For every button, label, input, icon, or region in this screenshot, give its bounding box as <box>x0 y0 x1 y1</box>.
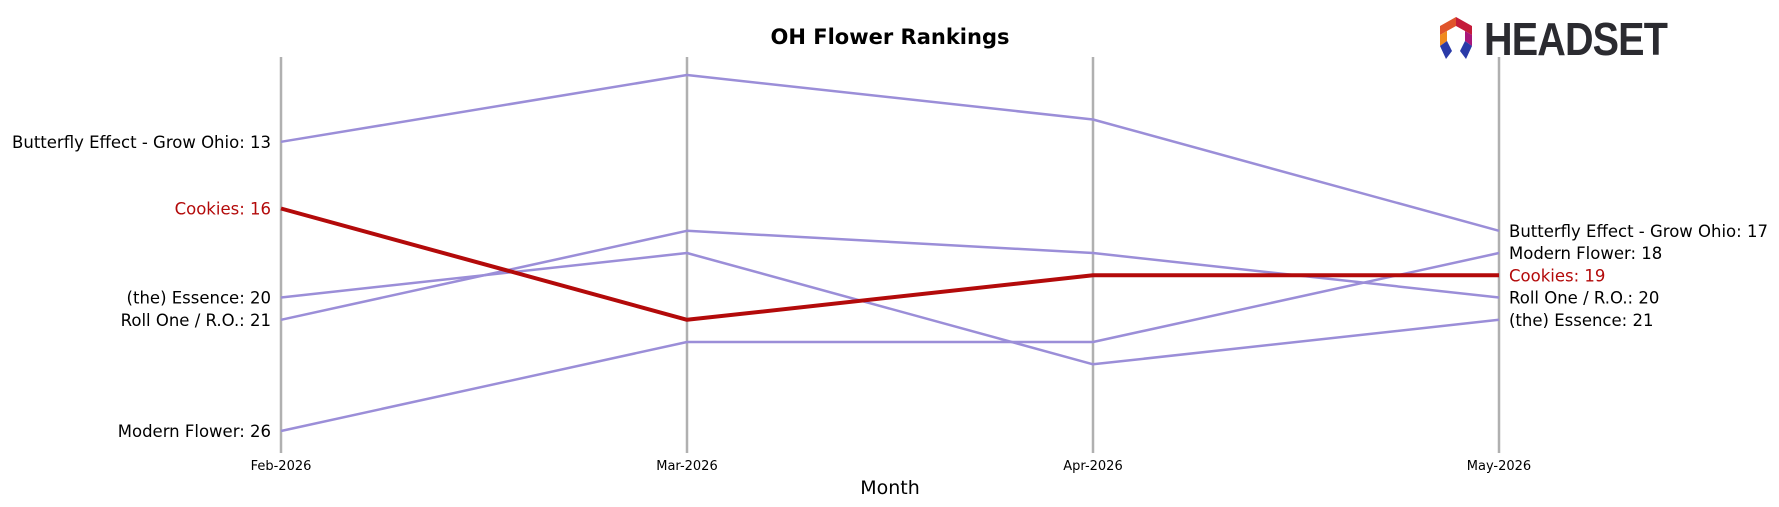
x-tick-label: Mar-2026 <box>656 459 717 474</box>
chart-title: OH Flower Rankings <box>771 25 1010 49</box>
end-label-butterfly-effect-grow-ohio: Butterfly Effect - Grow Ohio: 17 <box>1509 222 1768 241</box>
end-label-cookies: Cookies: 19 <box>1509 266 1605 285</box>
start-label-the-essence: (the) Essence: 20 <box>127 289 271 308</box>
start-label-roll-one-r-o: Roll One / R.O.: 21 <box>121 311 271 330</box>
series-labels: Butterfly Effect - Grow Ohio: 13 Cookies:… <box>12 133 1768 441</box>
start-label-cookies: Cookies: 16 <box>175 200 271 219</box>
series-line-butterfly-effect-grow-ohio <box>280 73 1500 233</box>
x-tick-label: May-2026 <box>1467 459 1531 474</box>
month-axes: Feb-2026 Mar-2026 Apr-2026 May-2026 <box>251 57 1531 474</box>
end-label-the-essence: (the) Essence: 21 <box>1509 311 1653 330</box>
x-axis-label: Month <box>860 477 920 499</box>
start-label-modern-flower: Modern Flower: 26 <box>118 422 271 441</box>
end-label-modern-flower: Modern Flower: 18 <box>1509 244 1662 263</box>
end-label-roll-one-r-o: Roll One / R.O.: 20 <box>1509 289 1659 308</box>
headset-logo-text: HEADSET <box>1484 13 1668 65</box>
x-tick-label: Apr-2026 <box>1063 459 1122 474</box>
headset-logo: HEADSET <box>1432 12 1697 66</box>
series-lines <box>280 73 1500 433</box>
start-label-butterfly-effect-grow-ohio: Butterfly Effect - Grow Ohio: 13 <box>12 133 271 152</box>
series-line-the-essence <box>280 251 1500 366</box>
headset-logo-icon <box>1440 17 1472 59</box>
series-line-modern-flower <box>280 251 1500 433</box>
x-tick-label: Feb-2026 <box>251 459 312 474</box>
series-line-cookies <box>280 206 1499 322</box>
